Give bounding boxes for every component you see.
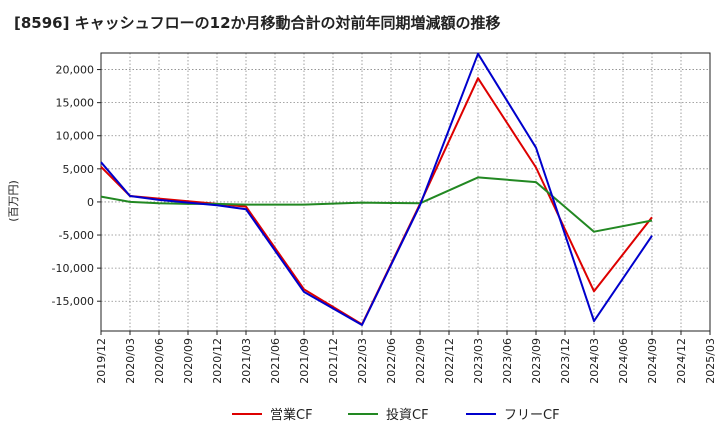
x-tick-label: 2021/09 [298,338,311,384]
y-tick-label: 10,000 [56,130,95,143]
x-tick-label: 2023/12 [559,338,572,384]
x-tick-label: 2023/09 [530,338,543,384]
x-tick-label: 2024/03 [588,338,601,384]
series-line-1 [100,77,653,326]
legend-label-1: 営業CF [270,407,313,423]
axes [97,52,711,335]
x-tick-label: 2020/06 [153,338,166,384]
grid [100,53,711,331]
y-tick-label: -5,000 [59,229,94,242]
legend-label-3: フリーCF [504,408,560,423]
x-tick-label: 2022/09 [414,338,427,384]
x-tick-label: 2020/12 [211,338,224,384]
x-tick-label: 2024/06 [617,338,630,384]
x-tick-label: 2025/03 [704,338,717,384]
x-tick-label: 2022/12 [443,338,456,384]
y-tick-labels: 20,000 15,000 10,000 5,000 0 -5,000 -10,000 -15… [52,64,94,309]
x-tick-label: 2019/12 [95,338,108,384]
x-tick-label: 2021/03 [240,338,253,384]
y-tick-label: 20,000 [56,64,95,77]
y-tick-label: 15,000 [56,97,95,110]
chart-title: [8596] キャッシュフローの12か月移動合計の対前年同期増減額の推移 [14,14,501,32]
x-tick-label: 2023/03 [472,338,485,384]
x-tick-label: 2022/06 [385,338,398,384]
x-tick-label: 2020/03 [124,338,137,384]
x-tick-labels: 2019/12 2020/03 2020/06 2020/09 2020/12 2021/… [95,338,717,384]
series-line-3 [100,52,653,326]
series-line-2 [100,176,653,233]
y-axis-label: (百万円) [7,180,20,222]
x-tick-label: 2024/09 [646,338,659,384]
x-tick-label: 2022/03 [356,338,369,384]
plot-frame [100,52,711,332]
y-tick-label: 0 [87,196,94,209]
x-tick-label: 2021/06 [269,338,282,384]
legend-label-2: 投資CF [386,407,429,423]
x-tick-label: 2020/09 [182,338,195,384]
x-tick-label: 2021/12 [327,338,340,384]
y-tick-label: -15,000 [52,295,94,308]
y-tick-label: 5,000 [63,163,95,176]
series [100,52,653,326]
legend: 営業CF 投資CF フリーCF [232,407,560,423]
y-tick-label: -10,000 [52,262,94,275]
x-tick-label: 2024/12 [675,338,688,384]
x-tick-label: 2023/06 [501,338,514,384]
